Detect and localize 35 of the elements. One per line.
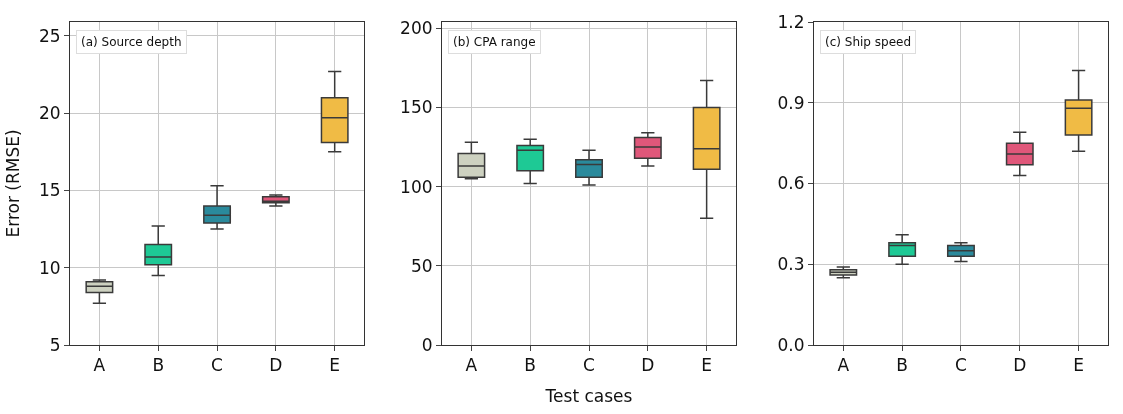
x-tick-label: D [1013, 355, 1027, 376]
x-tick-label: A [837, 355, 850, 376]
x-tick-label: E [329, 355, 341, 376]
x-tick-label: D [641, 355, 655, 376]
y-tick-label: 15 [38, 180, 61, 201]
text: (c) Ship speed [825, 35, 912, 49]
x-tick-label: D [269, 355, 283, 376]
y-tick-label: 25 [38, 25, 61, 46]
x-axis-title: Test cases [544, 385, 633, 406]
y-tick-label: 0 [421, 334, 433, 355]
y-tick-label: 0.0 [777, 334, 805, 355]
x-tick-label: B [152, 355, 165, 376]
y-tick-label: 150 [400, 97, 433, 118]
y-axis-title: Error (RMSE) [2, 129, 23, 238]
x-tick-label: B [896, 355, 908, 376]
x-tick-label: C [955, 355, 967, 376]
y-tick-label: 100 [400, 176, 433, 197]
x-tick-label: E [701, 355, 713, 376]
x-tick-label: E [1073, 355, 1084, 376]
x-tick-label: A [465, 355, 478, 376]
text: (a) Source depth [81, 35, 182, 49]
y-tick-label: 1.2 [777, 11, 805, 32]
y-tick-label: 5 [49, 334, 61, 355]
y-tick-label: 0.9 [777, 92, 805, 113]
y-tick-label: 200 [400, 18, 433, 39]
text: (b) CPA range [453, 35, 536, 49]
y-tick-label: 0.6 [777, 173, 805, 194]
y-tick-label: 10 [38, 257, 61, 278]
y-tick-label: 0.3 [777, 254, 805, 275]
y-tick-label: 50 [410, 255, 433, 276]
x-tick-label: B [524, 355, 537, 376]
x-tick-label: C [583, 355, 595, 376]
y-tick-label: 20 [38, 103, 61, 124]
x-tick-label: A [93, 355, 106, 376]
x-tick-label: C [211, 355, 223, 376]
